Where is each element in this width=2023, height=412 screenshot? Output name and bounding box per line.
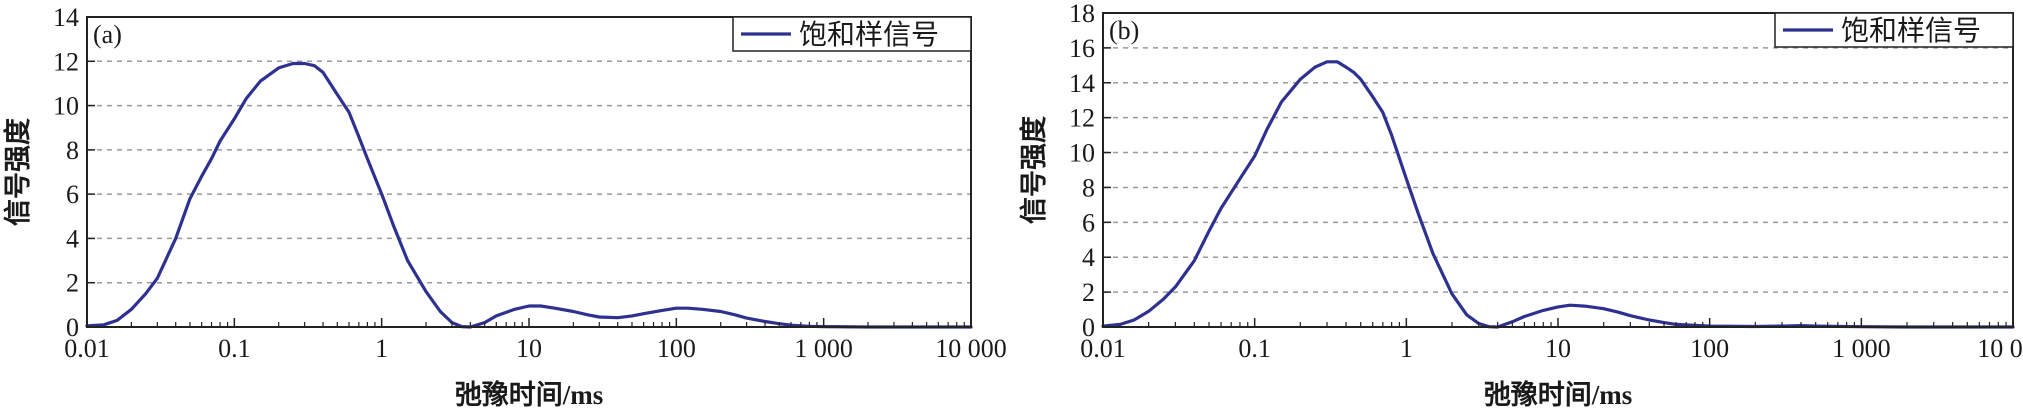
panel-label: (a) xyxy=(93,20,122,49)
x-axis-title: 弛豫时间/ms xyxy=(455,379,604,410)
x-tick-label: 1 xyxy=(375,334,388,363)
x-tick-label: 10 000 xyxy=(935,334,1007,363)
y-tick-label: 6 xyxy=(66,180,79,209)
x-tick-label: 10 xyxy=(516,334,542,363)
x-tick-label: 1 000 xyxy=(1832,334,1891,363)
y-tick-label: 14 xyxy=(1069,69,1095,98)
y-tick-label: 8 xyxy=(66,136,79,165)
y-tick-label: 4 xyxy=(66,224,79,253)
x-tick-label: 100 xyxy=(1690,334,1729,363)
x-tick-label: 0.1 xyxy=(218,334,251,363)
legend-label: 饱和样信号 xyxy=(1841,15,1981,47)
y-tick-label: 10 xyxy=(53,92,79,121)
y-tick-label: 10 xyxy=(1069,139,1095,168)
x-axis-title: 弛豫时间/ms xyxy=(1484,379,1633,410)
y-tick-label: 6 xyxy=(1082,208,1095,237)
y-axis-title: 信号强度 xyxy=(2,118,33,226)
y-tick-label: 14 xyxy=(53,3,79,32)
y-tick-label: 16 xyxy=(1069,34,1095,63)
plot-frame xyxy=(1102,12,2014,328)
y-tick-label: 0 xyxy=(66,313,79,342)
x-tick-label: 10 000 xyxy=(1977,334,2023,363)
y-axis-title: 信号强度 xyxy=(1018,116,1049,224)
plot-frame xyxy=(86,16,972,328)
y-tick-label: 12 xyxy=(1069,104,1095,133)
series-line xyxy=(85,61,973,329)
y-tick-label: 12 xyxy=(53,47,79,76)
y-tick-label: 2 xyxy=(1082,278,1095,307)
x-tick-label: 0.01 xyxy=(1080,334,1126,363)
y-tick-label: 18 xyxy=(1069,0,1095,28)
y-tick-label: 2 xyxy=(66,269,79,298)
panel-label: (b) xyxy=(1109,16,1139,45)
y-tick-label: 0 xyxy=(1082,313,1095,342)
x-tick-label: 0.1 xyxy=(1238,334,1271,363)
x-tick-label: 10 xyxy=(1545,334,1571,363)
x-tick-label: 1 000 xyxy=(794,334,853,363)
x-tick-label: 0.01 xyxy=(64,334,110,363)
legend-label: 饱和样信号 xyxy=(799,19,939,51)
x-tick-label: 100 xyxy=(657,334,696,363)
x-tick-label: 1 xyxy=(1400,334,1413,363)
chart-panel-b: 0.01 0.1 1 10 100 1 000 10 000 0 2 4 6 8 10 12 14 16 18 弛… xyxy=(1018,0,2023,410)
chart-panel-a: 0.01 0.1 1 10 100 1 000 10 000 0 2 4 6 8 10 12 14 弛豫时间/… xyxy=(2,3,1007,410)
legend: 饱和样信号 xyxy=(1774,12,2014,48)
legend: 饱和样信号 xyxy=(732,16,972,52)
series-line xyxy=(1101,60,2015,329)
y-tick-label: 4 xyxy=(1082,243,1095,272)
y-tick-label: 8 xyxy=(1082,173,1095,202)
